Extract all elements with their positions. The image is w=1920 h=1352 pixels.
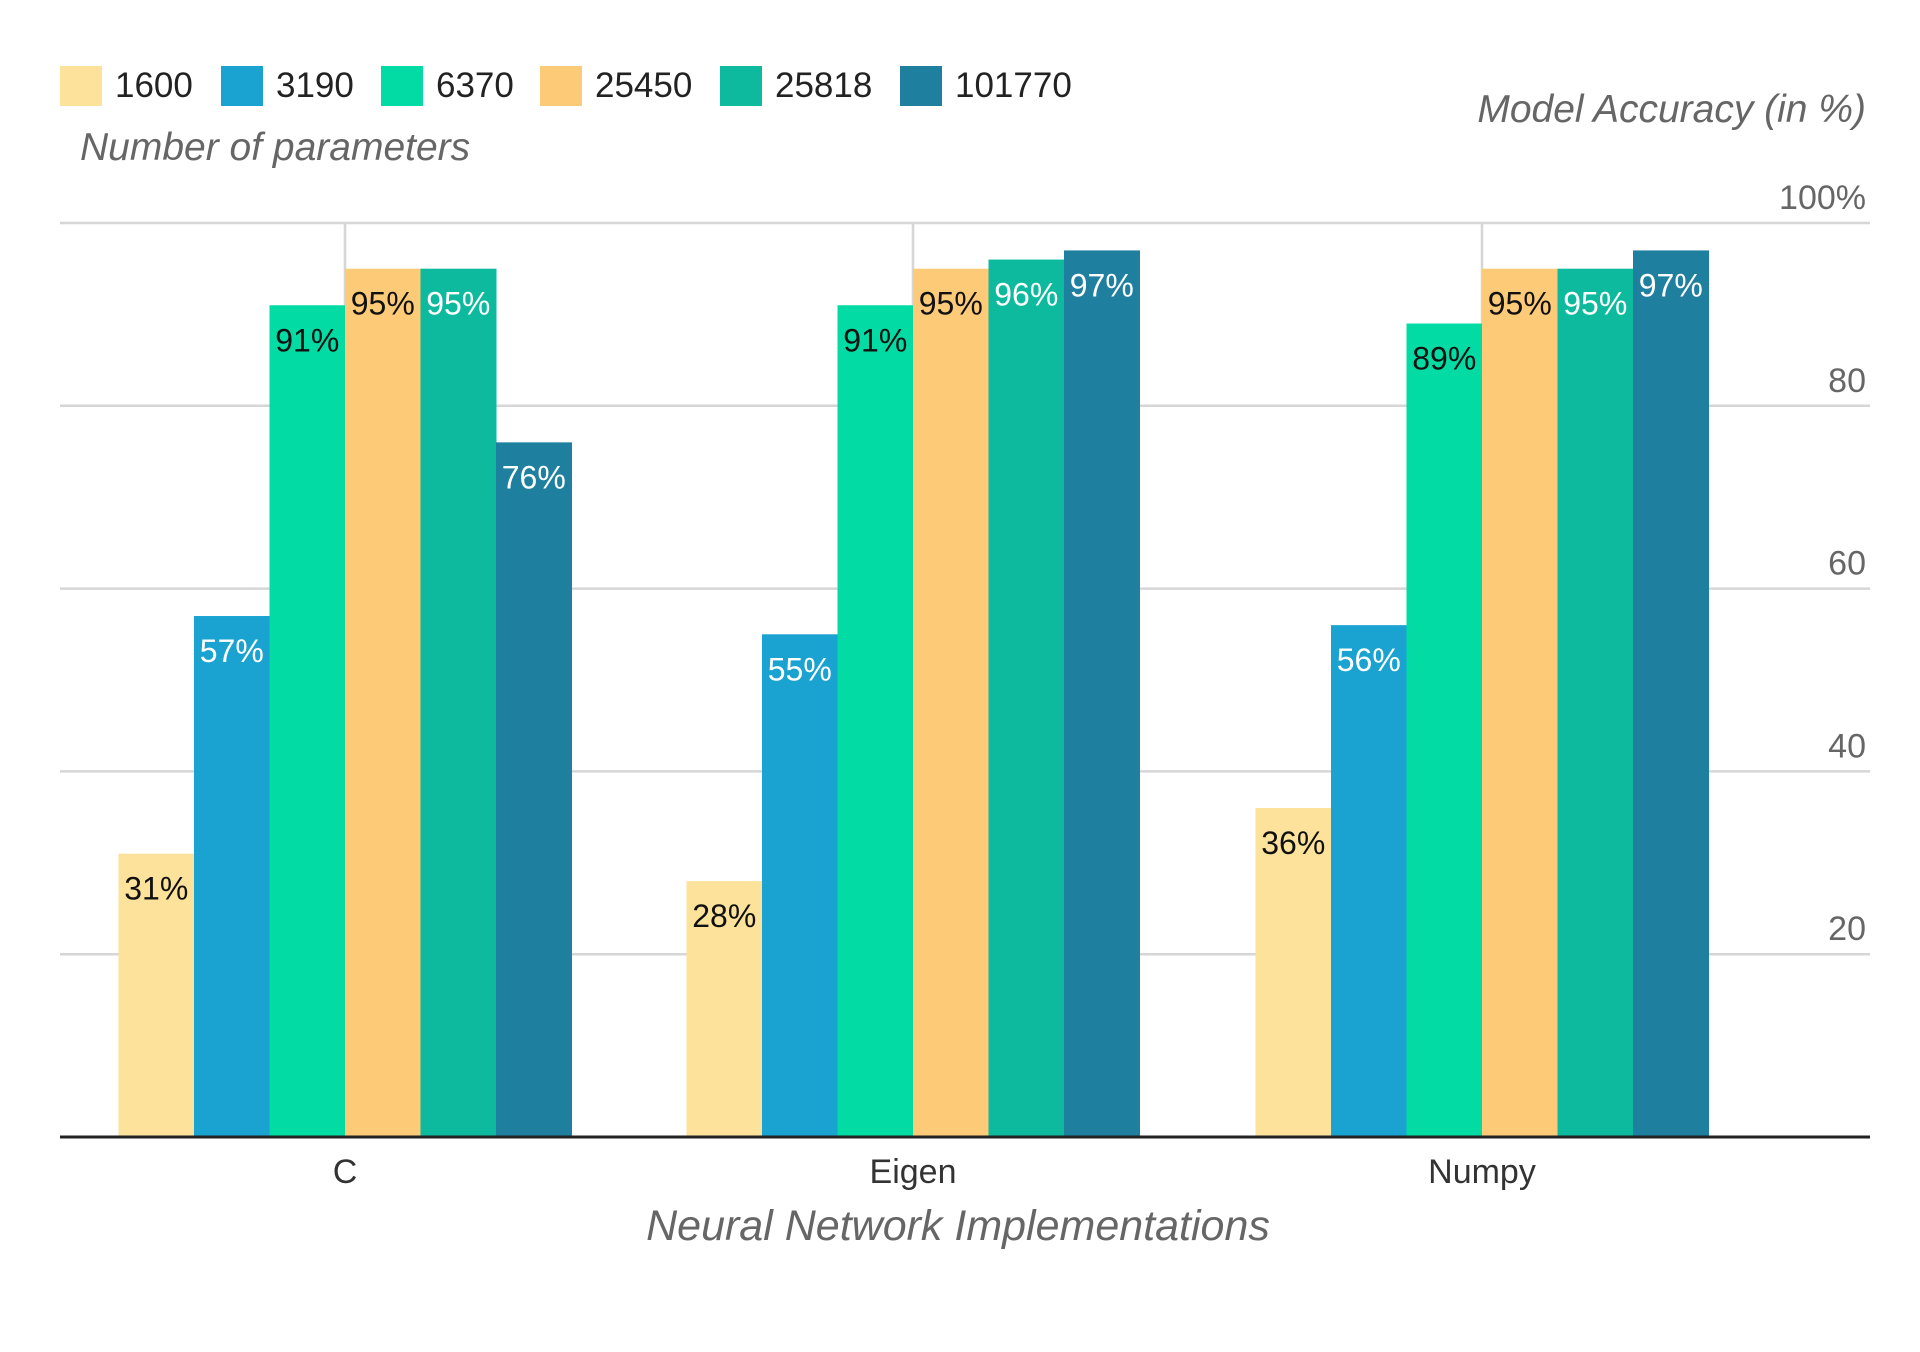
bar — [1255, 807, 1332, 1137]
bar — [496, 442, 572, 1137]
legend-swatch — [720, 66, 762, 106]
bar — [686, 881, 763, 1137]
bar — [194, 616, 270, 1137]
data-label: 28% — [692, 898, 756, 934]
x-tick-label: C — [333, 1153, 358, 1191]
x-tick-label: Eigen — [870, 1153, 957, 1191]
data-label: 89% — [1412, 341, 1476, 377]
bar — [837, 305, 914, 1137]
legend: 1600 3190 6370 25450 25818 101770 — [60, 66, 1072, 106]
data-labels: 31% 57% 91% 95% 95% 76% 28% 55% 91% 95% 96% 97% 36% 5… — [124, 267, 1703, 934]
legend-label: 1600 — [115, 66, 193, 105]
bar — [913, 268, 989, 1137]
bar — [1064, 250, 1140, 1138]
data-label: 56% — [1337, 642, 1401, 678]
data-label: 91% — [275, 322, 339, 358]
legend-label: 3190 — [276, 66, 354, 105]
data-label: 95% — [426, 286, 490, 322]
legend-title: Number of parameters — [80, 126, 470, 169]
legend-swatch — [900, 66, 942, 106]
bar — [269, 305, 346, 1137]
y-tick-label: 20 — [1828, 910, 1866, 948]
data-label: 95% — [1488, 286, 1552, 322]
data-label: 95% — [1563, 286, 1627, 322]
legend-label: 25818 — [775, 66, 872, 105]
y-tick-label: 60 — [1828, 545, 1866, 583]
legend-label: 6370 — [436, 66, 514, 105]
legend-label: 101770 — [955, 66, 1072, 105]
x-axis-title: Neural Network Implementations — [646, 1202, 1270, 1250]
data-label: 97% — [1070, 267, 1134, 303]
legend-label: 25450 — [595, 66, 692, 105]
data-label: 57% — [200, 633, 264, 669]
bar — [762, 634, 838, 1137]
y-axis-title: Model Accuracy (in %) — [1477, 88, 1866, 131]
data-label: 95% — [351, 286, 415, 322]
data-label: 31% — [124, 871, 188, 907]
bar — [988, 259, 1065, 1137]
bar — [345, 268, 421, 1137]
x-tick-label: Numpy — [1428, 1153, 1536, 1191]
bars — [118, 250, 1709, 1138]
bar — [1406, 323, 1483, 1137]
axes: 20 40 60 80 100% C Eigen Numpy — [60, 179, 1870, 1191]
data-label: 96% — [994, 277, 1058, 313]
data-label: 55% — [768, 651, 832, 687]
data-label: 36% — [1261, 825, 1325, 861]
legend-swatch — [381, 66, 423, 106]
y-tick-label: 80 — [1828, 362, 1866, 400]
y-tick-label: 100% — [1779, 179, 1866, 217]
bar — [420, 268, 497, 1137]
bar — [118, 853, 195, 1137]
data-label: 95% — [919, 286, 983, 322]
y-tick-label: 40 — [1828, 727, 1866, 765]
bar — [1633, 250, 1709, 1138]
data-label: 97% — [1639, 267, 1703, 303]
legend-swatch — [221, 66, 263, 106]
data-label: 76% — [502, 459, 566, 495]
data-label: 91% — [843, 322, 907, 358]
legend-swatch — [60, 66, 102, 106]
bar — [1331, 625, 1407, 1137]
legend-swatch — [540, 66, 582, 106]
bar — [1482, 268, 1558, 1137]
bar — [1557, 268, 1634, 1137]
